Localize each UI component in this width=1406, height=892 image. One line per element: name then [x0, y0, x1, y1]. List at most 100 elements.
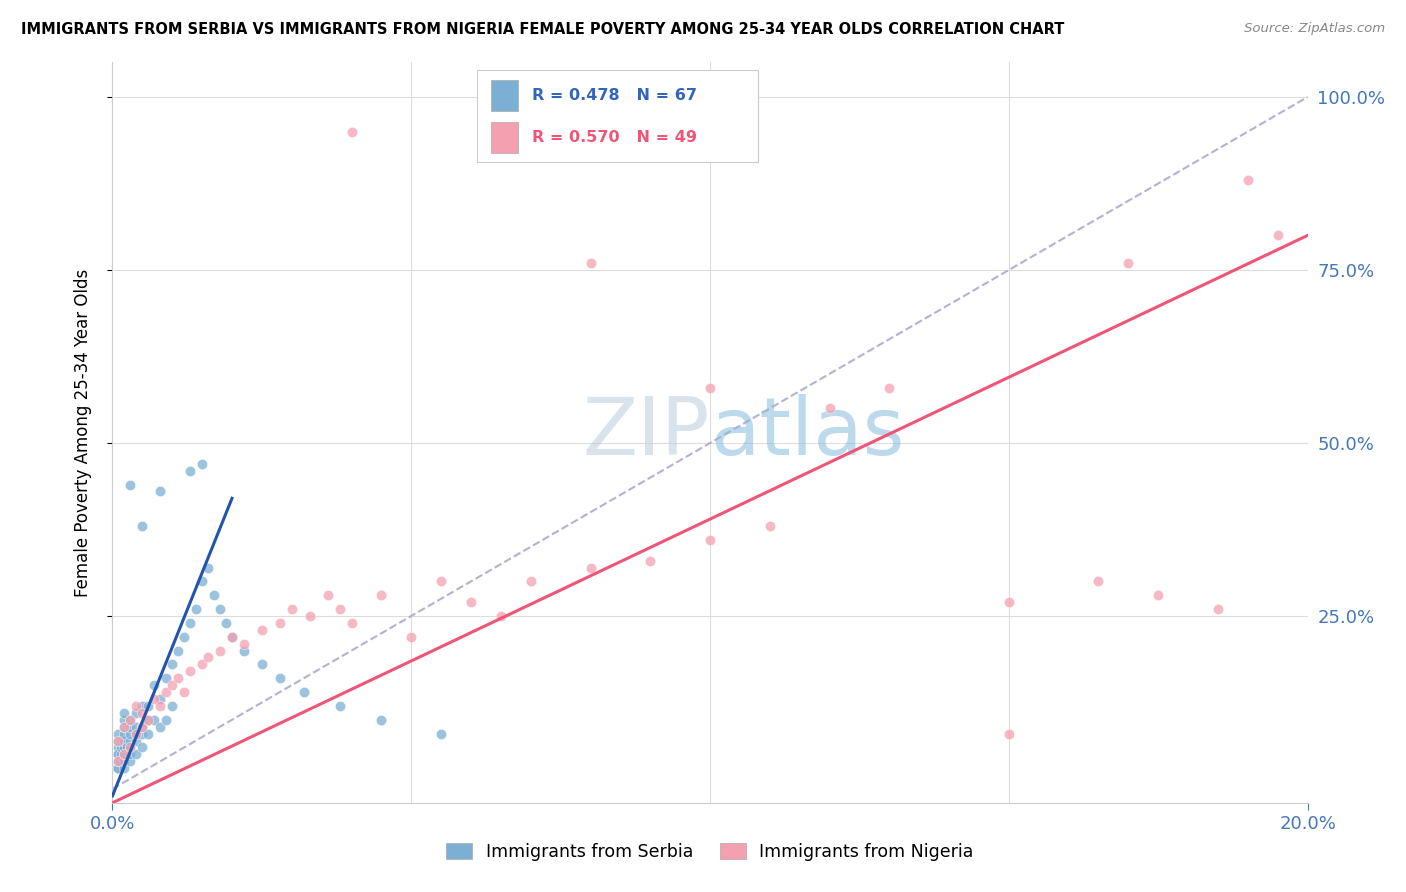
- Point: [233, 643, 256, 657]
- Y-axis label: Female Poverty Among 25-34 Year Olds: Female Poverty Among 25-34 Year Olds: [73, 268, 91, 597]
- Point: [114, 747, 135, 762]
- Point: [117, 740, 139, 755]
- Point: [107, 733, 129, 747]
- Point: [186, 602, 208, 616]
- Point: [489, 609, 512, 624]
- Point: [138, 726, 160, 740]
- Point: [197, 560, 219, 574]
- Point: [149, 698, 172, 713]
- Point: [107, 754, 129, 768]
- Point: [1087, 574, 1109, 589]
- Point: [316, 588, 339, 602]
- Point: [155, 671, 177, 685]
- Point: [179, 464, 201, 478]
- Point: [110, 747, 132, 762]
- Point: [329, 698, 352, 713]
- Point: [269, 671, 291, 685]
- Point: [430, 726, 453, 740]
- Point: [125, 698, 148, 713]
- Point: [131, 740, 153, 755]
- Point: [120, 733, 142, 747]
- Text: R = 0.478   N = 67: R = 0.478 N = 67: [531, 88, 697, 103]
- Point: [138, 713, 160, 727]
- Point: [120, 740, 142, 755]
- FancyBboxPatch shape: [477, 70, 758, 162]
- Point: [138, 698, 160, 713]
- Point: [110, 740, 132, 755]
- Point: [131, 720, 153, 734]
- Point: [120, 726, 142, 740]
- Point: [120, 713, 142, 727]
- Point: [191, 657, 214, 672]
- Point: [149, 484, 172, 499]
- Point: [125, 726, 148, 740]
- Point: [107, 754, 129, 768]
- Point: [107, 740, 129, 755]
- Point: [209, 602, 232, 616]
- Point: [191, 457, 214, 471]
- Point: [131, 706, 153, 720]
- Point: [173, 685, 195, 699]
- Point: [155, 713, 177, 727]
- Point: [149, 720, 172, 734]
- Point: [269, 615, 291, 630]
- Point: [131, 519, 153, 533]
- Point: [131, 720, 153, 734]
- Point: [370, 713, 392, 727]
- Point: [1267, 228, 1289, 243]
- Point: [292, 685, 315, 699]
- Point: [759, 519, 782, 533]
- Point: [998, 595, 1021, 609]
- Point: [114, 720, 135, 734]
- Point: [1147, 588, 1170, 602]
- Text: Source: ZipAtlas.com: Source: ZipAtlas.com: [1244, 22, 1385, 36]
- Point: [107, 726, 129, 740]
- Point: [179, 665, 201, 679]
- Text: R = 0.570   N = 49: R = 0.570 N = 49: [531, 130, 697, 145]
- Point: [120, 713, 142, 727]
- Point: [250, 623, 273, 637]
- Point: [114, 726, 135, 740]
- Point: [120, 720, 142, 734]
- Point: [162, 678, 183, 692]
- Point: [221, 630, 243, 644]
- Point: [131, 726, 153, 740]
- Point: [209, 643, 232, 657]
- Point: [155, 685, 177, 699]
- Point: [114, 740, 135, 755]
- Point: [125, 720, 148, 734]
- Point: [138, 713, 160, 727]
- Point: [191, 574, 214, 589]
- Point: [162, 698, 183, 713]
- Point: [998, 726, 1021, 740]
- Point: [167, 671, 190, 685]
- Point: [114, 754, 135, 768]
- Point: [110, 733, 132, 747]
- Text: atlas: atlas: [710, 393, 904, 472]
- Point: [281, 602, 304, 616]
- Point: [125, 706, 148, 720]
- Text: ZIP: ZIP: [582, 393, 710, 472]
- Point: [114, 720, 135, 734]
- Point: [699, 533, 721, 547]
- Point: [108, 754, 131, 768]
- Point: [1206, 602, 1229, 616]
- Point: [149, 692, 172, 706]
- Point: [298, 609, 321, 624]
- Point: [460, 595, 482, 609]
- Point: [114, 761, 135, 775]
- Point: [107, 747, 129, 762]
- Bar: [491, 80, 517, 112]
- Point: [401, 630, 423, 644]
- Point: [131, 698, 153, 713]
- Point: [1237, 173, 1260, 187]
- Point: [221, 630, 243, 644]
- Point: [120, 740, 142, 755]
- Point: [233, 637, 256, 651]
- Text: IMMIGRANTS FROM SERBIA VS IMMIGRANTS FROM NIGERIA FEMALE POVERTY AMONG 25-34 YEA: IMMIGRANTS FROM SERBIA VS IMMIGRANTS FRO…: [21, 22, 1064, 37]
- Point: [120, 477, 142, 491]
- Point: [370, 588, 392, 602]
- Point: [699, 381, 721, 395]
- Point: [430, 574, 453, 589]
- Point: [329, 602, 352, 616]
